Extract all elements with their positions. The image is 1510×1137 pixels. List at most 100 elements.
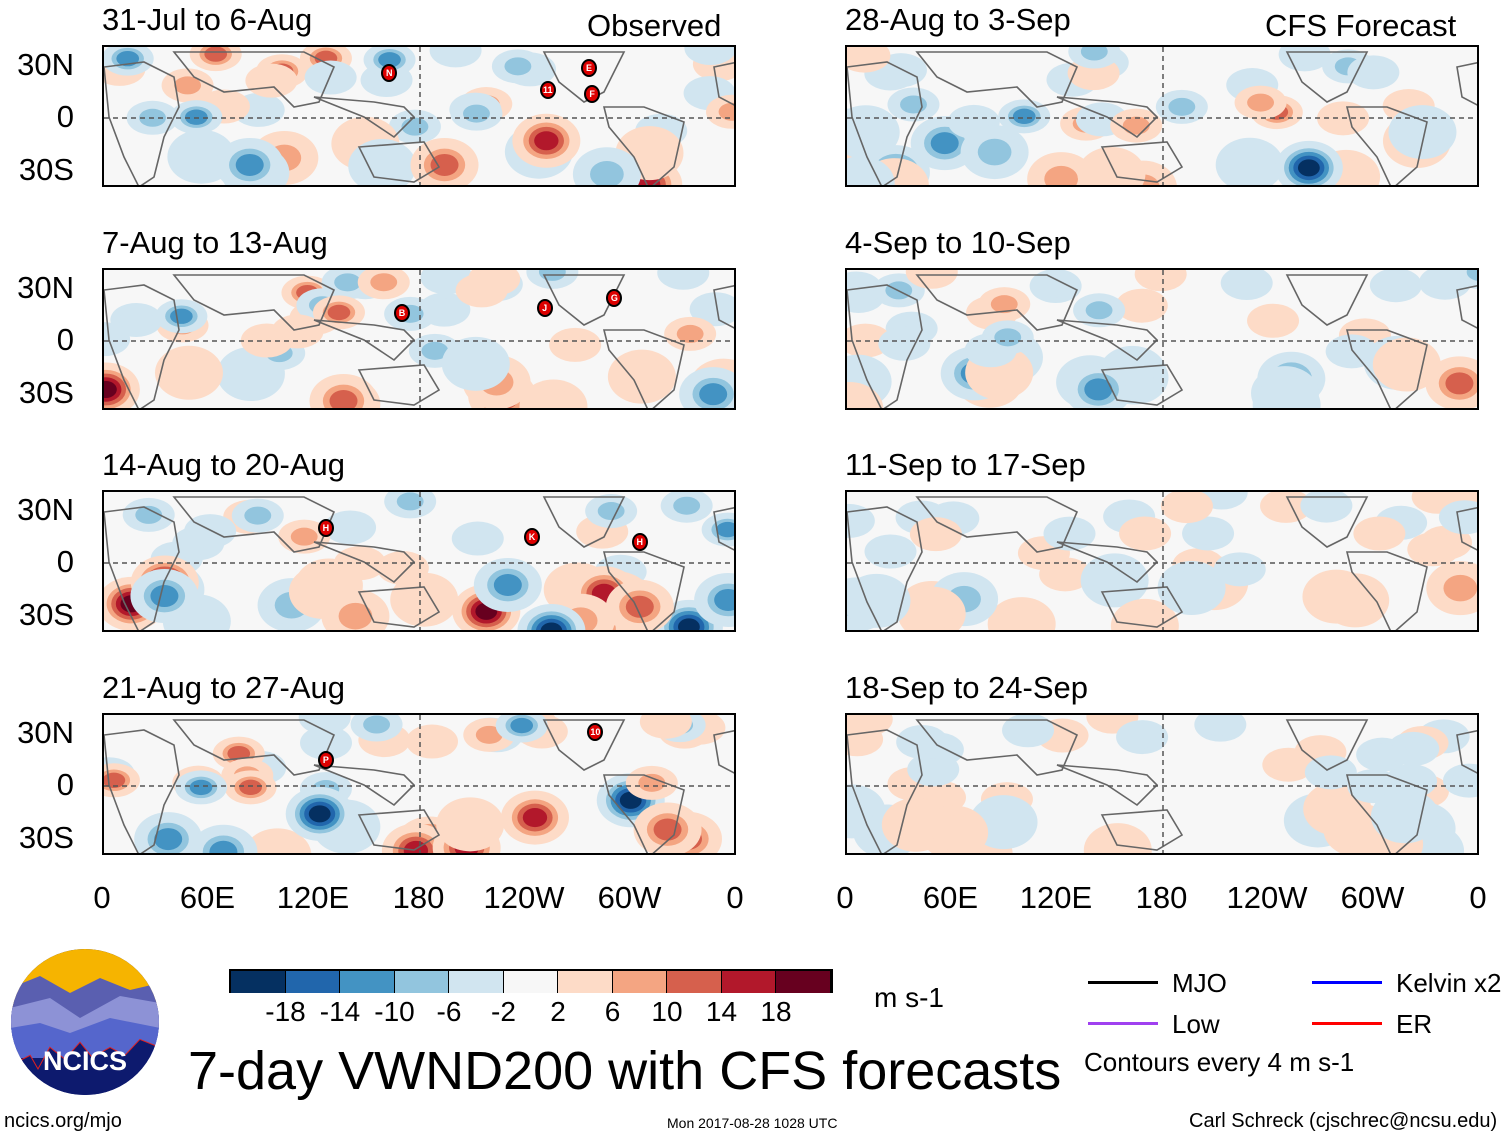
- wind-anomaly-blob: [847, 503, 875, 538]
- coastline: [915, 274, 1079, 331]
- storm-label: G: [610, 293, 618, 304]
- latitude-label: 0: [56, 544, 74, 579]
- coastline: [713, 507, 734, 551]
- wind-anomaly-blob: [189, 47, 242, 72]
- wind-anomaly-blob: [847, 156, 895, 185]
- wind-anomaly-blob: [887, 87, 940, 122]
- coastline: [847, 729, 923, 853]
- coastline: [1285, 51, 1369, 103]
- wind-anomaly-blob: [1234, 85, 1287, 120]
- wind-anomaly-blob: [1369, 270, 1422, 303]
- coastline: [1056, 96, 1159, 139]
- coastline: [172, 496, 336, 553]
- colorbar-tick-label: -10: [374, 996, 415, 1027]
- wind-anomaly-blob: [1116, 720, 1169, 755]
- wind-anomaly-blob: [450, 96, 503, 131]
- coastline: [1285, 719, 1369, 771]
- colorbar-tick-label: 6: [604, 996, 621, 1027]
- wind-anomaly-blob: [1353, 516, 1406, 551]
- latitude-label: 30N: [17, 270, 74, 305]
- coastline: [602, 551, 685, 630]
- coastline: [1056, 764, 1159, 807]
- wind-anomaly-blob: [243, 828, 312, 853]
- wind-anomaly-blob: [864, 534, 917, 569]
- wind-anomaly-blob: [1372, 337, 1441, 392]
- coastline: [313, 319, 416, 362]
- wind-anomaly-blob: [512, 113, 581, 168]
- wind-anomaly-blob: [1215, 137, 1284, 185]
- wind-anomaly-blob: [1454, 270, 1477, 289]
- panel-title: 7-Aug to 13-Aug: [102, 225, 328, 260]
- wind-anomaly-blob: [639, 715, 692, 739]
- wind-anomaly-blob: [410, 137, 479, 185]
- legend-line: [1312, 981, 1382, 984]
- coastline: [915, 719, 1079, 776]
- coastline: [1345, 106, 1428, 185]
- panel-title: 4-Sep to 10-Sep: [845, 225, 1071, 260]
- wind-anomaly-blob: [1157, 561, 1226, 616]
- wind-anomaly-blob: [104, 362, 140, 408]
- observed-map-panel: B J G: [102, 268, 736, 410]
- wind-anomaly-blob: [633, 802, 702, 853]
- colorbar-units: m s-1: [874, 982, 944, 1013]
- wind-anomaly-blob: [304, 60, 357, 95]
- latitude-label: 0: [56, 322, 74, 357]
- tropical-cyclone-icon: H: [631, 532, 648, 551]
- footer-url[interactable]: ncics.org/mjo: [4, 1110, 122, 1132]
- panel-title: 21-Aug to 27-Aug: [102, 670, 346, 705]
- panel-title: 14-Aug to 20-Aug: [102, 447, 346, 482]
- longitude-label: 60E: [179, 880, 236, 915]
- tropical-cyclone-icon: P: [317, 751, 334, 770]
- tropical-cyclone-icon: B: [393, 303, 410, 322]
- storm-label: H: [322, 522, 330, 533]
- coastline: [104, 61, 180, 185]
- forecast-map-panel: [845, 45, 1479, 187]
- wind-anomaly-blob: [1194, 715, 1247, 742]
- wind-anomaly-blob: [154, 345, 223, 400]
- coastline: [542, 496, 626, 548]
- wind-anomaly-blob: [1080, 553, 1149, 608]
- wind-anomaly-blob: [278, 519, 331, 554]
- wind-anomaly-blob: [1388, 105, 1457, 160]
- colorbar-swatch: [667, 971, 722, 993]
- tropical-cyclone-icon: G: [606, 289, 623, 308]
- tropical-cyclone-icon: E: [581, 59, 597, 78]
- wind-anomaly-blob: [245, 63, 298, 98]
- coastline: [713, 285, 734, 329]
- wind-anomaly-blob: [987, 597, 1056, 630]
- colorbar-tick-label: 2: [550, 996, 566, 1027]
- storm-label: E: [585, 63, 592, 74]
- wind-anomaly-blob: [1064, 362, 1133, 408]
- wind-anomaly-blob: [155, 299, 208, 334]
- colorbar-swatch: [558, 971, 613, 993]
- wind-anomaly-blob: [981, 320, 1034, 355]
- coastline: [1456, 285, 1477, 329]
- observed-map-panel: H K H: [102, 490, 736, 632]
- longitude-label: 180: [1135, 880, 1188, 915]
- colorbar-swatch: [340, 971, 395, 993]
- wind-anomaly-blob: [357, 270, 410, 300]
- coastline: [1056, 319, 1159, 362]
- wind-anomaly-blob: [285, 786, 354, 841]
- coastline: [1100, 586, 1184, 628]
- wind-anomaly-blob: [930, 572, 999, 627]
- wind-anomaly-blob: [104, 763, 140, 798]
- coastline: [602, 774, 685, 853]
- wind-anomaly-blob: [1002, 715, 1055, 748]
- wind-anomaly-blob: [1115, 288, 1168, 323]
- coastline: [1285, 274, 1369, 326]
- colorbar-swatch: [503, 971, 558, 993]
- coastline: [1456, 507, 1477, 551]
- wind-anomaly-blob: [1068, 47, 1121, 69]
- coastline: [1345, 551, 1428, 630]
- contour-note: Contours every 4 m s-1: [1084, 1047, 1355, 1077]
- coastline: [313, 764, 416, 807]
- coastline: [1285, 496, 1369, 548]
- forecast-map-panel: [845, 713, 1479, 855]
- coastline: [1100, 141, 1184, 183]
- longitude-label: 60W: [1340, 880, 1405, 915]
- coastline: [1100, 364, 1184, 406]
- latitude-label: 30N: [17, 492, 74, 527]
- wind-anomaly-blob: [657, 270, 710, 290]
